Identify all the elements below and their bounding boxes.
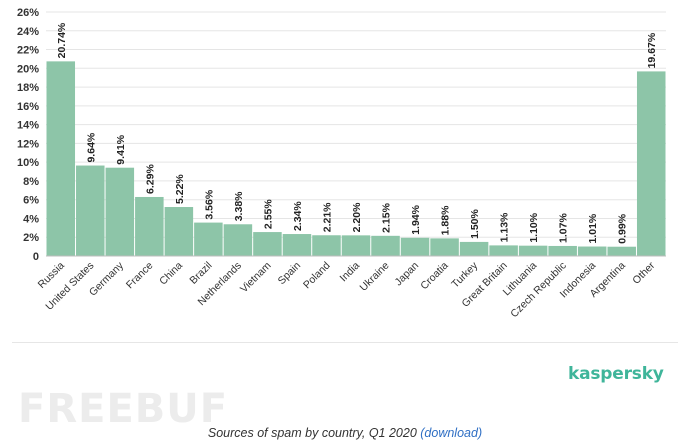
bar <box>105 167 135 256</box>
bar <box>282 234 312 256</box>
y-tick-label: 16% <box>17 101 39 113</box>
y-tick-label: 20% <box>17 63 39 75</box>
data-label: 1.10% <box>528 212 540 242</box>
x-tick-label: France <box>124 260 156 292</box>
x-tick-label: Croatia <box>418 260 451 293</box>
y-tick-label: 2% <box>23 232 39 244</box>
bar <box>76 165 105 256</box>
bar <box>489 245 518 256</box>
bar-chart: 0 2% 4% 6% 8% 10% 12% 14% 16% 18% 20% 22% 24% 26% 20.7… <box>17 7 666 320</box>
bar <box>518 245 548 256</box>
y-tick-label: 8% <box>23 176 39 188</box>
data-label: 2.34% <box>292 201 304 231</box>
data-label: 20.74% <box>56 22 68 58</box>
bar <box>548 245 577 256</box>
x-tick-label: China <box>157 260 185 288</box>
data-label: 3.38% <box>233 191 245 221</box>
bar <box>223 224 253 256</box>
x-tick-label: Ukraine <box>358 260 392 294</box>
y-tick-label: 10% <box>17 157 39 169</box>
chart-caption: Sources of spam by country, Q1 2020 (dow… <box>0 426 690 440</box>
x-tick-label: Japan <box>392 260 421 289</box>
bar <box>46 61 76 257</box>
data-label: 1.07% <box>558 213 570 243</box>
data-label: 6.29% <box>144 164 156 194</box>
y-tick-label: 14% <box>17 120 39 132</box>
data-label: 1.50% <box>469 208 481 238</box>
data-label: 1.88% <box>440 205 452 235</box>
data-label: 2.21% <box>321 202 333 232</box>
data-label: 2.15% <box>381 202 393 232</box>
bar <box>341 235 371 256</box>
data-label: 5.22% <box>174 174 186 204</box>
bar <box>194 222 223 256</box>
y-tick-label: 26% <box>17 7 39 19</box>
data-label: 3.56% <box>203 189 215 219</box>
bar <box>400 237 430 256</box>
bar <box>636 71 666 256</box>
y-tick-label: 22% <box>17 45 39 57</box>
bar <box>430 238 459 256</box>
divider <box>12 342 678 343</box>
x-tick-label: Vietnam <box>238 259 274 295</box>
x-tick-label: Other <box>630 259 657 286</box>
kaspersky-logo: kaspersky <box>568 364 664 384</box>
download-link[interactable]: (download) <box>420 426 483 440</box>
y-tick-label: 24% <box>17 26 39 38</box>
x-tick-label: Spain <box>276 260 304 288</box>
caption-text: Sources of spam by country, Q1 2020 <box>207 426 417 440</box>
y-tick-label: 18% <box>17 82 39 94</box>
bar <box>577 246 607 256</box>
data-label: 19.67% <box>646 32 658 68</box>
bar <box>459 241 489 256</box>
y-tick-label: 0 <box>33 251 39 263</box>
bar <box>253 232 282 256</box>
data-label: 2.55% <box>262 199 274 229</box>
bar <box>607 246 636 256</box>
y-tick-label: 12% <box>17 138 39 150</box>
x-tick-label: Poland <box>301 260 333 292</box>
data-label: 9.41% <box>115 134 127 164</box>
y-tick-label: 4% <box>23 213 39 225</box>
data-label: 1.01% <box>587 213 599 243</box>
freebuf-watermark: FREEBUF <box>18 386 229 432</box>
data-label: 2.20% <box>351 202 363 232</box>
data-label: 1.94% <box>410 204 422 234</box>
bar <box>312 235 341 256</box>
x-tick-label: Brazil <box>187 260 214 287</box>
bar <box>164 207 194 256</box>
data-label: 9.64% <box>85 132 97 162</box>
data-label: 1.13% <box>499 212 511 242</box>
y-tick-label: 6% <box>23 195 39 207</box>
bar <box>371 235 400 256</box>
bar <box>135 196 164 256</box>
data-label: 0.99% <box>617 213 629 243</box>
x-tick-label: India <box>338 260 363 285</box>
